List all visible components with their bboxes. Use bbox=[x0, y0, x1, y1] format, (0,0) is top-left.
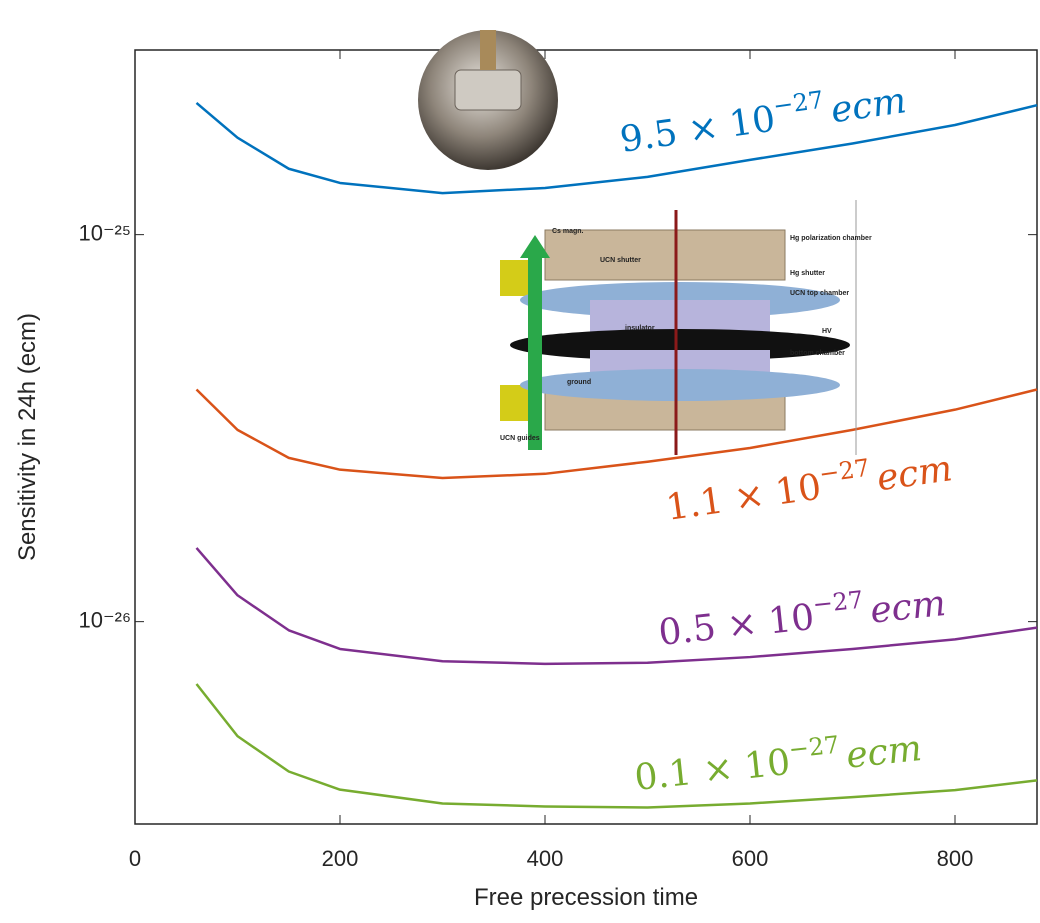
y-axis-label: Sensitivity in 24h (ecm) bbox=[14, 313, 41, 561]
diagram-label: bottom chamber bbox=[790, 350, 845, 357]
chart: Free precession time Sensitivity in 24h … bbox=[0, 0, 1040, 923]
diagram-label: HV bbox=[822, 328, 832, 335]
x-tick-label: 400 bbox=[527, 846, 564, 871]
diagram-label: Cs magn. bbox=[552, 228, 584, 235]
annotation-exponent: −27 bbox=[811, 586, 864, 619]
diagram-label: Hg shutter bbox=[790, 270, 825, 277]
plot-area bbox=[135, 50, 1037, 824]
annotation-unit: ecm bbox=[868, 583, 947, 632]
x-tick-label: 600 bbox=[732, 846, 769, 871]
photo-detail bbox=[480, 30, 496, 70]
diagram-label: insulator bbox=[625, 325, 655, 332]
diagram-part bbox=[545, 230, 785, 280]
diagram-arrow bbox=[528, 255, 542, 450]
x-axis-label: Free precession time bbox=[474, 884, 698, 911]
diagram-label: ground bbox=[567, 379, 591, 386]
y-tick-label: 10⁻²⁵ bbox=[78, 220, 131, 245]
diagram-label: UCN shutter bbox=[600, 257, 641, 264]
x-tick-label: 0 bbox=[129, 846, 141, 871]
diagram-label: Hg polarization chamber bbox=[790, 235, 872, 242]
photo-detail bbox=[455, 70, 521, 110]
annotation-unit: ecm bbox=[844, 728, 923, 777]
diagram-label: UCN top chamber bbox=[790, 290, 849, 297]
diagram-label: UCN guides bbox=[500, 435, 540, 442]
x-tick-label: 200 bbox=[322, 846, 359, 871]
annotation-exponent: −27 bbox=[787, 731, 840, 764]
x-tick-label: 800 bbox=[937, 846, 974, 871]
y-tick-label: 10⁻²⁶ bbox=[79, 607, 131, 632]
